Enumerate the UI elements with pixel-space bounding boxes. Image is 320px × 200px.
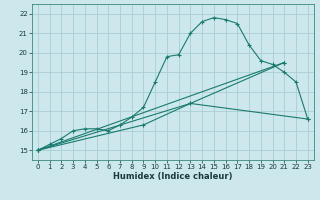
X-axis label: Humidex (Indice chaleur): Humidex (Indice chaleur): [113, 172, 233, 181]
